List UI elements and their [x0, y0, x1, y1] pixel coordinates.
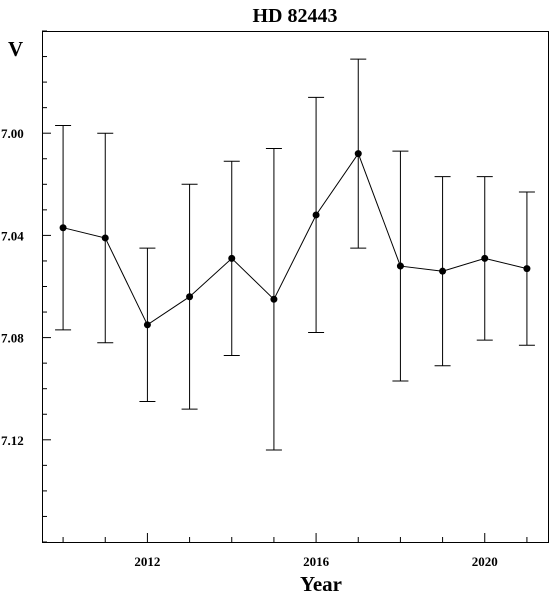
data-point [481, 254, 489, 262]
data-point [143, 321, 151, 329]
data-point [312, 211, 320, 219]
data-point [396, 262, 404, 270]
axes: 2012 2016 2020 7.00 7.04 7.08 7.12 [1, 30, 528, 569]
y-axis-label: V [8, 37, 23, 61]
y-tick-label: 7.12 [1, 433, 24, 448]
x-tick-label: 2012 [134, 554, 160, 569]
y-tick-label: 7.08 [1, 331, 24, 346]
y-tick-label: 7.00 [1, 126, 24, 141]
data-marks [55, 58, 535, 451]
data-point [186, 293, 194, 301]
x-tick-label: 2016 [303, 554, 330, 569]
data-point [354, 150, 362, 158]
data-point [439, 267, 447, 275]
series-line [62, 152, 528, 326]
chart-title: HD 82443 [253, 5, 338, 27]
data-point [523, 265, 531, 273]
data-point [228, 254, 236, 262]
x-axis-label: Year [300, 572, 342, 596]
y-tick-label: 7.04 [1, 228, 24, 243]
x-tick-label: 2020 [472, 554, 498, 569]
plot-frame [42, 31, 549, 543]
data-point [101, 234, 109, 242]
data-point [270, 295, 278, 303]
data-point [59, 224, 67, 232]
